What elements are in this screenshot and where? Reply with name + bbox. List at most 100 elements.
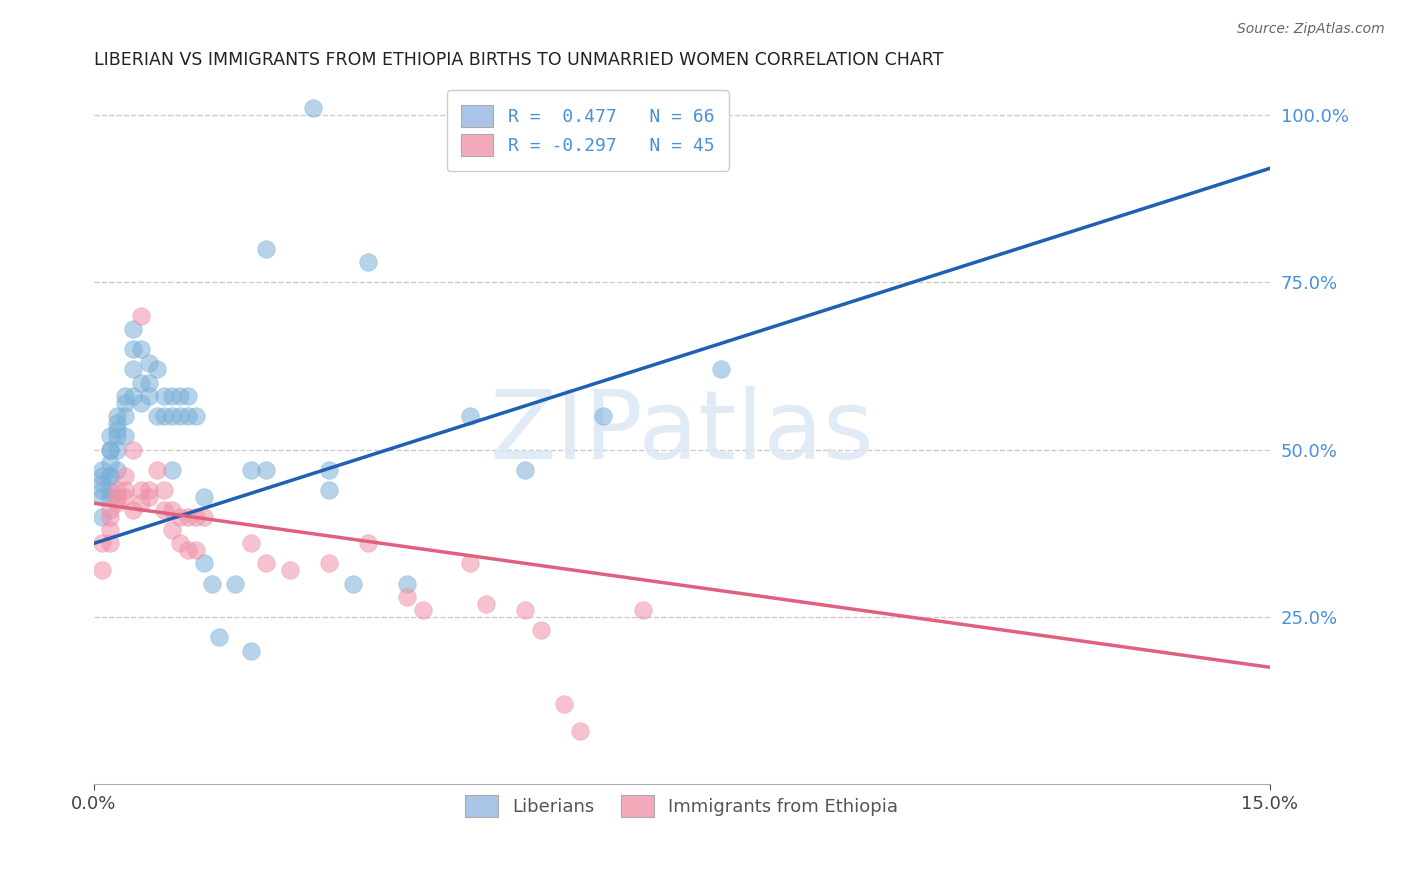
Point <box>145 463 167 477</box>
Point <box>357 536 380 550</box>
Point <box>193 490 215 504</box>
Point <box>122 322 145 336</box>
Point <box>239 643 262 657</box>
Point <box>475 597 498 611</box>
Point <box>122 442 145 457</box>
Text: ZIPatlas: ZIPatlas <box>489 386 875 479</box>
Point <box>107 416 129 430</box>
Point <box>592 409 614 424</box>
Point <box>90 509 112 524</box>
Point <box>98 469 121 483</box>
Point <box>169 409 191 424</box>
Point <box>98 523 121 537</box>
Point <box>90 469 112 483</box>
Point <box>114 389 136 403</box>
Point <box>177 389 200 403</box>
Point <box>122 389 145 403</box>
Point <box>90 536 112 550</box>
Point <box>184 409 207 424</box>
Point <box>98 536 121 550</box>
Point <box>184 509 207 524</box>
Point <box>568 723 591 738</box>
Point <box>122 503 145 517</box>
Point <box>98 509 121 524</box>
Point <box>107 490 129 504</box>
Point <box>177 409 200 424</box>
Point <box>239 463 262 477</box>
Point <box>412 603 434 617</box>
Point <box>162 463 184 477</box>
Point <box>98 490 121 504</box>
Point <box>90 476 112 491</box>
Point <box>122 342 145 356</box>
Point <box>631 603 654 617</box>
Point <box>162 389 184 403</box>
Point <box>107 429 129 443</box>
Point <box>90 563 112 577</box>
Point <box>177 543 200 558</box>
Point <box>107 423 129 437</box>
Point <box>193 557 215 571</box>
Point <box>98 442 121 457</box>
Point <box>553 697 575 711</box>
Point <box>153 503 176 517</box>
Point <box>98 442 121 457</box>
Point <box>138 389 160 403</box>
Point <box>710 362 733 376</box>
Point <box>98 456 121 470</box>
Point <box>98 503 121 517</box>
Point <box>513 463 536 477</box>
Point <box>90 490 112 504</box>
Point <box>162 503 184 517</box>
Point <box>107 442 129 457</box>
Point <box>513 603 536 617</box>
Point <box>224 576 246 591</box>
Point <box>114 490 136 504</box>
Point <box>145 409 167 424</box>
Point <box>107 409 129 424</box>
Point <box>458 409 481 424</box>
Point <box>169 509 191 524</box>
Point <box>107 496 129 510</box>
Point <box>396 576 419 591</box>
Point <box>138 483 160 497</box>
Point <box>129 376 152 390</box>
Point <box>396 590 419 604</box>
Point <box>129 309 152 323</box>
Point <box>145 362 167 376</box>
Point <box>169 389 191 403</box>
Text: Source: ZipAtlas.com: Source: ZipAtlas.com <box>1237 22 1385 37</box>
Point <box>254 242 277 256</box>
Point <box>114 483 136 497</box>
Point <box>90 463 112 477</box>
Point <box>138 490 160 504</box>
Point <box>458 557 481 571</box>
Point <box>114 429 136 443</box>
Point <box>342 576 364 591</box>
Point <box>184 543 207 558</box>
Point <box>254 557 277 571</box>
Point <box>98 483 121 497</box>
Point <box>162 409 184 424</box>
Point <box>114 469 136 483</box>
Point <box>129 496 152 510</box>
Point <box>129 342 152 356</box>
Point <box>239 536 262 550</box>
Point <box>208 630 231 644</box>
Point <box>153 389 176 403</box>
Point <box>114 409 136 424</box>
Point <box>138 376 160 390</box>
Point <box>153 483 176 497</box>
Point <box>90 483 112 497</box>
Point <box>129 396 152 410</box>
Point <box>122 362 145 376</box>
Point <box>98 469 121 483</box>
Legend: Liberians, Immigrants from Ethiopia: Liberians, Immigrants from Ethiopia <box>458 789 905 824</box>
Point <box>107 463 129 477</box>
Point <box>138 355 160 369</box>
Point <box>98 429 121 443</box>
Point <box>107 483 129 497</box>
Text: LIBERIAN VS IMMIGRANTS FROM ETHIOPIA BIRTHS TO UNMARRIED WOMEN CORRELATION CHART: LIBERIAN VS IMMIGRANTS FROM ETHIOPIA BIR… <box>94 51 943 69</box>
Point <box>357 255 380 269</box>
Point <box>200 576 222 591</box>
